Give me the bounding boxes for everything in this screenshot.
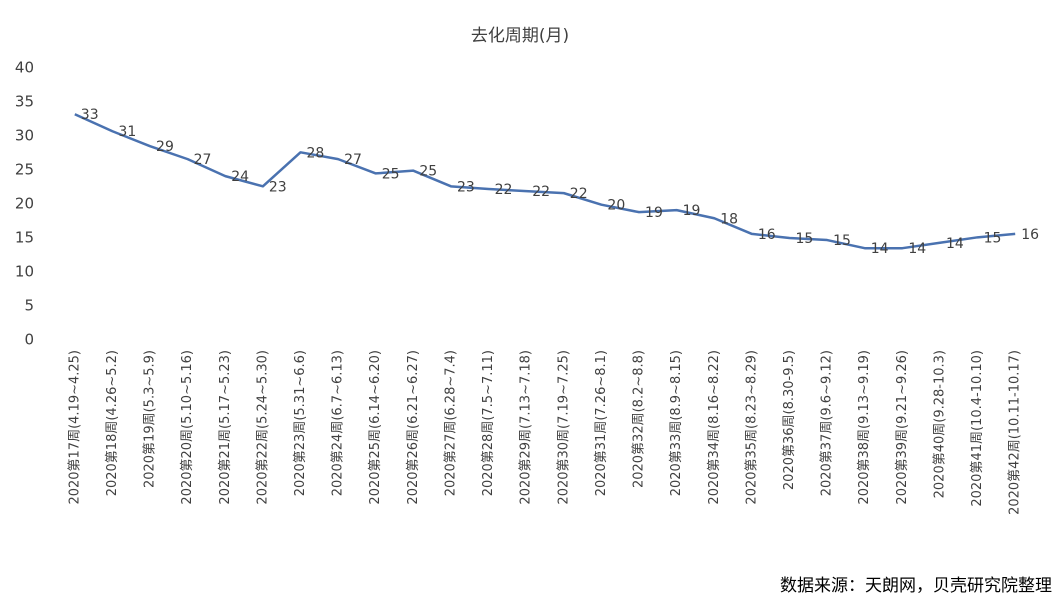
x-tick-label: 2020第17周(4.19~4.25)	[67, 350, 82, 505]
data-label: 14	[908, 241, 926, 257]
y-tick-label: 15	[15, 229, 34, 247]
data-label: 15	[833, 233, 851, 249]
data-label: 23	[457, 179, 475, 195]
data-label: 18	[720, 211, 738, 227]
x-tick-label: 2020第41周(10.4-10.10)	[970, 350, 985, 507]
chart-title: 去化周期(月)	[471, 26, 569, 46]
data-label: 31	[118, 124, 136, 140]
data-label: 20	[607, 198, 625, 214]
x-tick-label: 2020第34周(8.16~8.22)	[707, 350, 722, 505]
x-tick-label: 2020第29周(7.13~7.18)	[519, 350, 534, 505]
x-tick-label: 2020第36周(8.30-9.5)	[782, 350, 797, 490]
y-tick-label: 5	[24, 297, 34, 315]
data-label: 15	[796, 231, 814, 247]
y-tick-label: 30	[15, 127, 34, 145]
data-label: 14	[871, 241, 889, 257]
x-tick-label: 2020第19周(5.3~5.9)	[143, 350, 158, 488]
x-tick-label: 2020第30周(7.19~7.25)	[556, 350, 571, 505]
source-note: 数据来源：天朗网，贝壳研究院整理	[780, 576, 1052, 596]
x-tick-label: 2020第33周(8.9~8.15)	[669, 350, 684, 496]
y-tick-label: 10	[15, 263, 34, 281]
x-tick-label: 2020第22周(5.24~5.30)	[255, 350, 270, 505]
data-label: 23	[269, 179, 287, 195]
x-tick-label: 2020第28周(7.5~7.11)	[481, 350, 496, 496]
data-label: 14	[946, 236, 964, 252]
x-tick-label: 2020第37周(9.6~9.12)	[820, 350, 835, 496]
data-label: 27	[344, 152, 362, 168]
x-tick-label: 2020第38周(9.13~9.19)	[857, 350, 872, 505]
x-tick-label: 2020第39周(9.21~9.26)	[895, 350, 910, 505]
x-tick-label: 2020第18周(4.26~5.2)	[105, 350, 120, 496]
data-label: 28	[307, 145, 325, 161]
x-tick-label: 2020第32周(8.2~8.8)	[632, 350, 647, 488]
data-label: 15	[984, 230, 1002, 246]
data-label: 29	[156, 139, 174, 155]
data-label: 22	[532, 184, 550, 200]
x-tick-label: 2020第40周(9.28-10.3)	[932, 350, 947, 498]
y-tick-label: 0	[24, 331, 34, 349]
x-tick-label: 2020第21周(5.17~5.23)	[218, 350, 233, 505]
x-tick-label: 2020第25周(6.14~6.20)	[368, 350, 383, 505]
data-label: 22	[495, 182, 513, 198]
x-tick-label: 2020第42周(10.11-10.17)	[1008, 350, 1023, 515]
y-tick-label: 25	[15, 161, 34, 179]
data-label: 25	[419, 164, 437, 180]
x-tick-label: 2020第35周(8.23~8.29)	[744, 350, 759, 505]
x-tick-label: 2020第23周(5.31~6.6)	[293, 350, 308, 496]
data-label: 22	[570, 186, 588, 202]
line	[74, 113, 1016, 250]
data-label: 25	[382, 166, 400, 182]
x-tick-label: 2020第27周(6.28~7.4)	[443, 350, 458, 496]
data-label: 33	[81, 107, 99, 123]
x-tick-label: 2020第24周(6.7~6.13)	[331, 350, 346, 496]
y-tick-label: 20	[15, 195, 34, 213]
data-label: 24	[231, 169, 249, 185]
x-tick-label: 2020第26周(6.21~6.27)	[406, 350, 421, 505]
y-tick-label: 35	[15, 93, 34, 111]
x-tick-label: 2020第20周(5.10~5.16)	[180, 350, 195, 505]
data-label: 19	[645, 205, 663, 221]
data-label: 19	[683, 203, 701, 219]
data-label: 27	[194, 152, 212, 168]
data-label: 16	[1021, 227, 1039, 243]
data-label: 16	[758, 227, 776, 243]
y-tick-label: 40	[15, 59, 34, 77]
x-tick-label: 2020第31周(7.26~8.1)	[594, 350, 609, 496]
